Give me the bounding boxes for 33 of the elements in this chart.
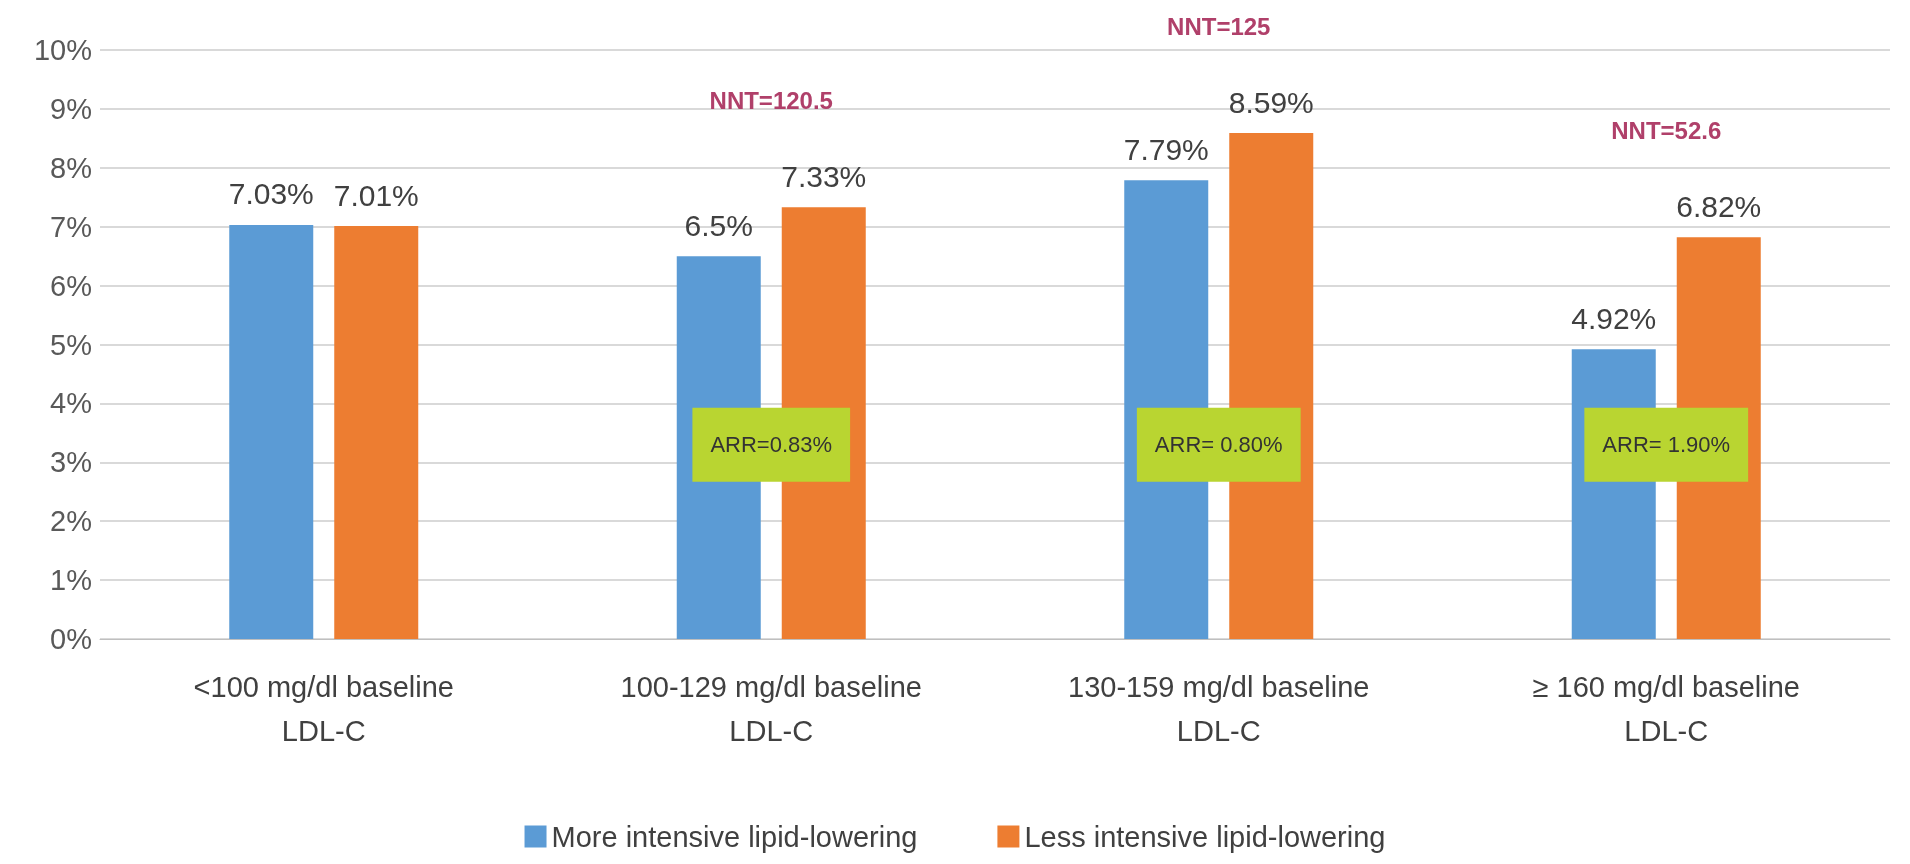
y-tick-label: 10%: [33, 34, 92, 66]
annotation: ARR= 0.80%: [1154, 432, 1283, 458]
data-label: 8.59%: [1228, 85, 1314, 119]
y-tick-label: 3%: [50, 446, 92, 479]
y-tick-label: 2%: [50, 505, 92, 538]
text: NNT=125: [1167, 12, 1271, 40]
legend-label: More intensive lipid-lowering: [551, 820, 918, 853]
legend-label: Less intensive lipid-lowering: [1024, 820, 1386, 853]
y-tick-label: 1%: [50, 564, 92, 597]
annotation: ARR= 1.90%: [1602, 432, 1731, 458]
y-tick-label: 8%: [50, 151, 92, 184]
data-label: 6.5%: [684, 208, 753, 242]
x-tick-label: <100 mg/dl baseline LDL-C: [193, 671, 454, 747]
bar: [229, 224, 314, 639]
y-tick-label: 7%: [50, 210, 92, 243]
data-label: 7.33%: [781, 159, 867, 193]
data-label: 7.01%: [333, 178, 419, 212]
y-tick-label: 9%: [50, 92, 92, 125]
y-tick-label: 6%: [50, 269, 92, 302]
annotation: ARR=0.83%: [710, 432, 833, 458]
annotation: NNT=120.5: [709, 86, 833, 114]
x-tick-label: 130-159 mg/dl baseline LDL-C: [1068, 671, 1370, 747]
data-label: 6.82%: [1676, 189, 1762, 223]
y-tick-label: 4%: [50, 387, 92, 420]
data-label: 7.03%: [228, 177, 314, 211]
x-tick-label: ≥ 160 mg/dl baseline LDL-C: [1532, 671, 1800, 747]
data-label: 4.92%: [1571, 301, 1657, 335]
data-label: 7.79%: [1123, 132, 1209, 166]
y-tick-label: 0%: [50, 623, 92, 655]
bar: [334, 226, 419, 639]
y-tick-label: 5%: [50, 328, 92, 361]
x-tick-label: 100-129 mg/dl baseline LDL-C: [620, 671, 922, 747]
annotation: NNT=52.6: [1611, 116, 1722, 144]
